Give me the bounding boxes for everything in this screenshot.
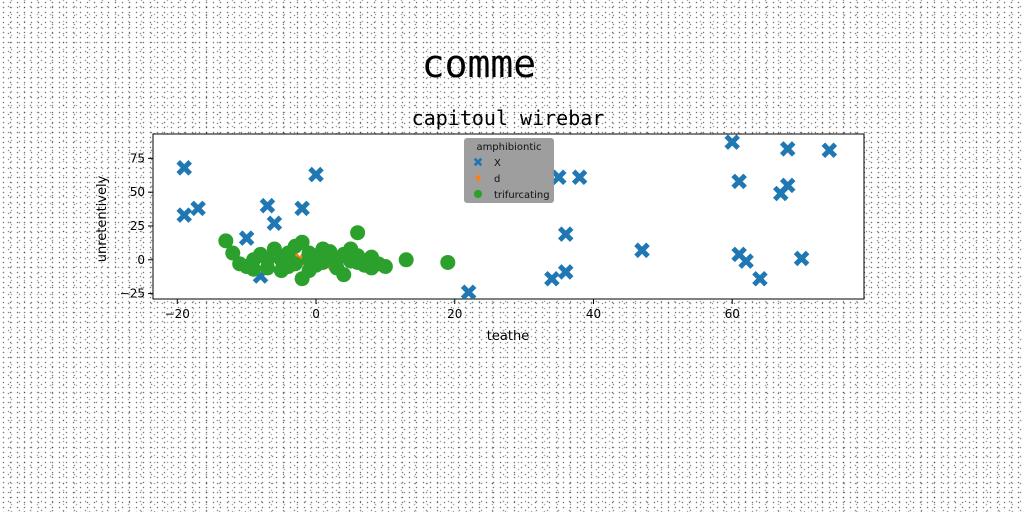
point-x-5 [266, 215, 283, 232]
point-trifurcating-35 [398, 252, 414, 268]
x-tick-label: 60 [725, 307, 740, 321]
point-x-25 [821, 142, 838, 158]
point-x-0 [176, 160, 192, 176]
point-x-9 [460, 284, 477, 301]
x-tick-label: 40 [586, 307, 601, 321]
legend: amphibiontic Xd trifurcating [464, 138, 554, 203]
point-x-11 [557, 264, 574, 280]
point-x-2 [190, 200, 206, 217]
point-trifurcating-37 [280, 259, 296, 275]
point-x-17 [731, 173, 747, 190]
y-tick-label: 50 [130, 185, 145, 199]
x-tick-label: −20 [165, 307, 190, 321]
point-trifurcating-34 [377, 259, 393, 275]
point-trifurcating-38 [259, 252, 275, 268]
point-x-24 [793, 250, 810, 267]
point-x-10 [544, 270, 560, 287]
point-x-6 [294, 200, 310, 217]
ticks-layer: −20 0 20 40 60 −25 0 25 50 75 [120, 151, 740, 321]
legend-title: amphibiontic [476, 142, 541, 153]
point-trifurcating-41 [315, 241, 331, 257]
point-x-1 [176, 207, 192, 223]
point-trifurcating-25 [336, 267, 352, 283]
legend-marker-x [473, 157, 483, 167]
point-x-19 [738, 253, 754, 269]
legend-marker-d [475, 174, 481, 182]
point-x-23 [779, 141, 796, 157]
point-x-7 [308, 166, 324, 183]
point-x-13 [571, 169, 588, 186]
point-x-4 [259, 197, 276, 214]
point-trifurcating-7 [266, 241, 282, 257]
legend-marker-trifurcating [473, 189, 483, 199]
point-trifurcating-39 [246, 261, 262, 277]
point-trifurcating-1 [225, 245, 241, 261]
point-x-14 [557, 226, 574, 242]
point-trifurcating-28 [350, 225, 366, 241]
figure-suptitle: comme [422, 42, 536, 86]
point-x-15 [634, 242, 650, 259]
point-x-3 [238, 230, 255, 246]
x-tick-label: 20 [447, 307, 462, 321]
points-layer [176, 134, 838, 301]
point-trifurcating-0 [218, 233, 234, 249]
chart-title: capitoul wirebar [412, 106, 605, 130]
legend-label-d: d [494, 174, 500, 185]
point-trifurcating-36 [440, 254, 456, 270]
y-axis-label: unretentively [95, 175, 110, 262]
y-tick-label: −25 [120, 287, 145, 301]
point-trifurcating-20 [315, 254, 331, 270]
point-x-20 [752, 270, 768, 287]
x-axis-label: teathe [487, 329, 529, 344]
point-x-12 [551, 169, 567, 186]
legend-label-trifurcating: trifurcating [494, 190, 550, 201]
x-tick-label: 0 [312, 307, 320, 321]
point-x-16 [724, 134, 740, 150]
legend-box [464, 138, 554, 203]
point-trifurcating-40 [350, 254, 366, 270]
legend-label-x: X [494, 158, 501, 169]
point-trifurcating-13 [294, 234, 310, 250]
y-tick-label: 0 [137, 253, 145, 267]
y-tick-label: 75 [130, 151, 145, 165]
point-x-22 [779, 177, 796, 194]
y-tick-label: 25 [130, 219, 145, 233]
